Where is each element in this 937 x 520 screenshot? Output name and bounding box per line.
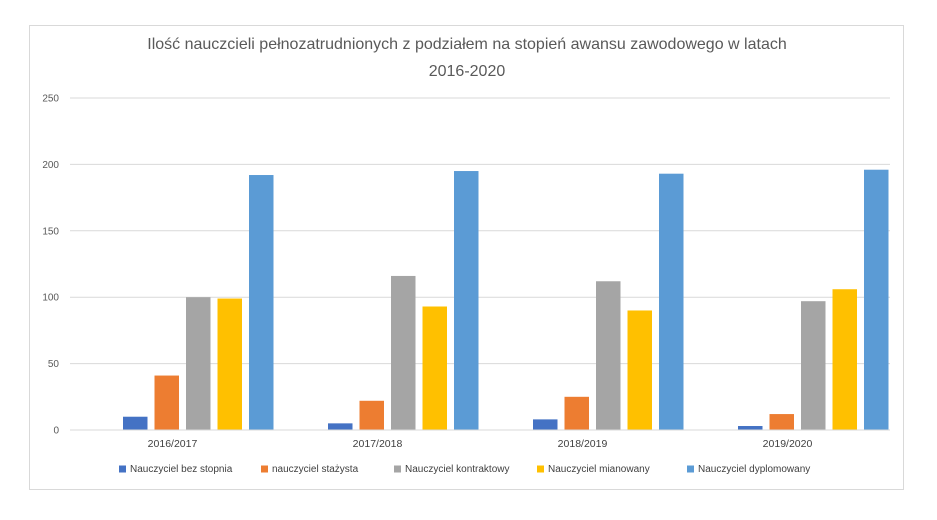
bar (738, 426, 763, 430)
bar (217, 298, 242, 430)
bar (564, 396, 589, 430)
y-tick-label: 250 (42, 94, 59, 105)
legend: Nauczyciel bez stopnia nauczyciel stażyst… (119, 464, 810, 475)
y-tick-label: 200 (42, 160, 59, 171)
bar (123, 416, 148, 430)
legend-swatch (119, 465, 126, 473)
bar (864, 169, 889, 430)
y-axis-tick-labels: 0 50 100 150 200 250 (42, 94, 59, 437)
bars (123, 169, 889, 431)
y-tick-label: 150 (42, 226, 59, 237)
bar (533, 419, 558, 430)
bar (659, 173, 684, 431)
bar (596, 281, 621, 430)
legend-swatch (687, 465, 694, 473)
legend-label: Nauczyciel dyplomowany (698, 464, 810, 475)
chart-title-line-2: 2016-2020 (429, 63, 506, 80)
bar (154, 375, 179, 430)
bar-chart: Ilość nauczcieli pełnozatrudnionych z po… (42, 36, 890, 475)
x-category-label: 2016/2017 (148, 438, 198, 450)
x-category-label: 2017/2018 (353, 438, 403, 450)
chart-title-line-1: Ilość nauczcieli pełnozatrudnionych z po… (147, 36, 787, 53)
chart-container: Ilość nauczcieli pełnozatrudnionych z po… (29, 25, 904, 490)
bar (422, 306, 447, 430)
legend-label: nauczyciel stażysta (272, 464, 359, 475)
legend-label: Nauczyciel bez stopnia (130, 464, 233, 475)
x-category-label: 2019/2020 (763, 438, 813, 450)
legend-label: Nauczyciel kontraktowy (405, 464, 509, 475)
legend-item: Nauczyciel dyplomowany (687, 464, 810, 475)
legend-item: nauczyciel stażysta (261, 464, 359, 475)
x-axis: 2016/2017 2017/2018 2018/2019 2019/2020 (70, 429, 890, 450)
bar (391, 275, 416, 430)
y-tick-label: 0 (53, 426, 59, 437)
legend-swatch (394, 465, 401, 473)
legend-item: Nauczyciel kontraktowy (394, 464, 509, 475)
bar (769, 414, 794, 430)
legend-item: Nauczyciel bez stopnia (119, 464, 233, 475)
x-category-label: 2018/2019 (558, 438, 608, 450)
legend-item: Nauczyciel mianowany (537, 464, 650, 475)
y-tick-label: 100 (42, 293, 59, 304)
bar (186, 297, 211, 430)
bar (801, 301, 826, 430)
bar (249, 175, 274, 430)
bar (328, 423, 353, 430)
y-tick-label: 50 (48, 359, 60, 370)
legend-swatch (261, 465, 268, 473)
legend-label: Nauczyciel mianowany (548, 464, 650, 475)
bar (359, 400, 384, 430)
bar (454, 171, 479, 431)
bar (832, 289, 857, 430)
bar (627, 310, 652, 430)
legend-swatch (537, 465, 544, 473)
